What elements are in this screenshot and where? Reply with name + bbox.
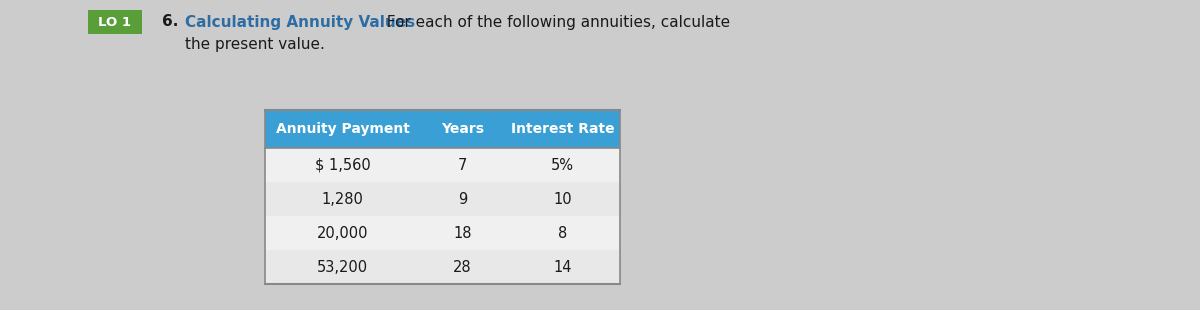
Text: LO 1: LO 1 — [98, 16, 132, 29]
Text: $ 1,560: $ 1,560 — [314, 157, 371, 172]
Text: 18: 18 — [454, 225, 472, 241]
Text: 6.: 6. — [162, 15, 179, 29]
Text: 9: 9 — [458, 192, 467, 206]
Text: 5%: 5% — [551, 157, 574, 172]
Bar — [265, 110, 620, 148]
Text: the present value.: the present value. — [185, 37, 325, 51]
Text: Years: Years — [442, 122, 484, 136]
Text: Annuity Payment: Annuity Payment — [276, 122, 409, 136]
Bar — [88, 10, 142, 34]
Text: 28: 28 — [454, 259, 472, 274]
Text: Interest Rate: Interest Rate — [511, 122, 614, 136]
Text: 7: 7 — [458, 157, 467, 172]
Text: For each of the following annuities, calculate: For each of the following annuities, cal… — [377, 15, 730, 29]
Text: 14: 14 — [553, 259, 571, 274]
Text: 8: 8 — [558, 225, 568, 241]
Bar — [265, 216, 620, 250]
Bar — [265, 250, 620, 284]
Text: 10: 10 — [553, 192, 572, 206]
Text: Calculating Annuity Values: Calculating Annuity Values — [185, 15, 415, 29]
Text: 20,000: 20,000 — [317, 225, 368, 241]
Bar — [265, 148, 620, 182]
Text: 53,200: 53,200 — [317, 259, 368, 274]
Text: 1,280: 1,280 — [322, 192, 364, 206]
Bar — [265, 182, 620, 216]
